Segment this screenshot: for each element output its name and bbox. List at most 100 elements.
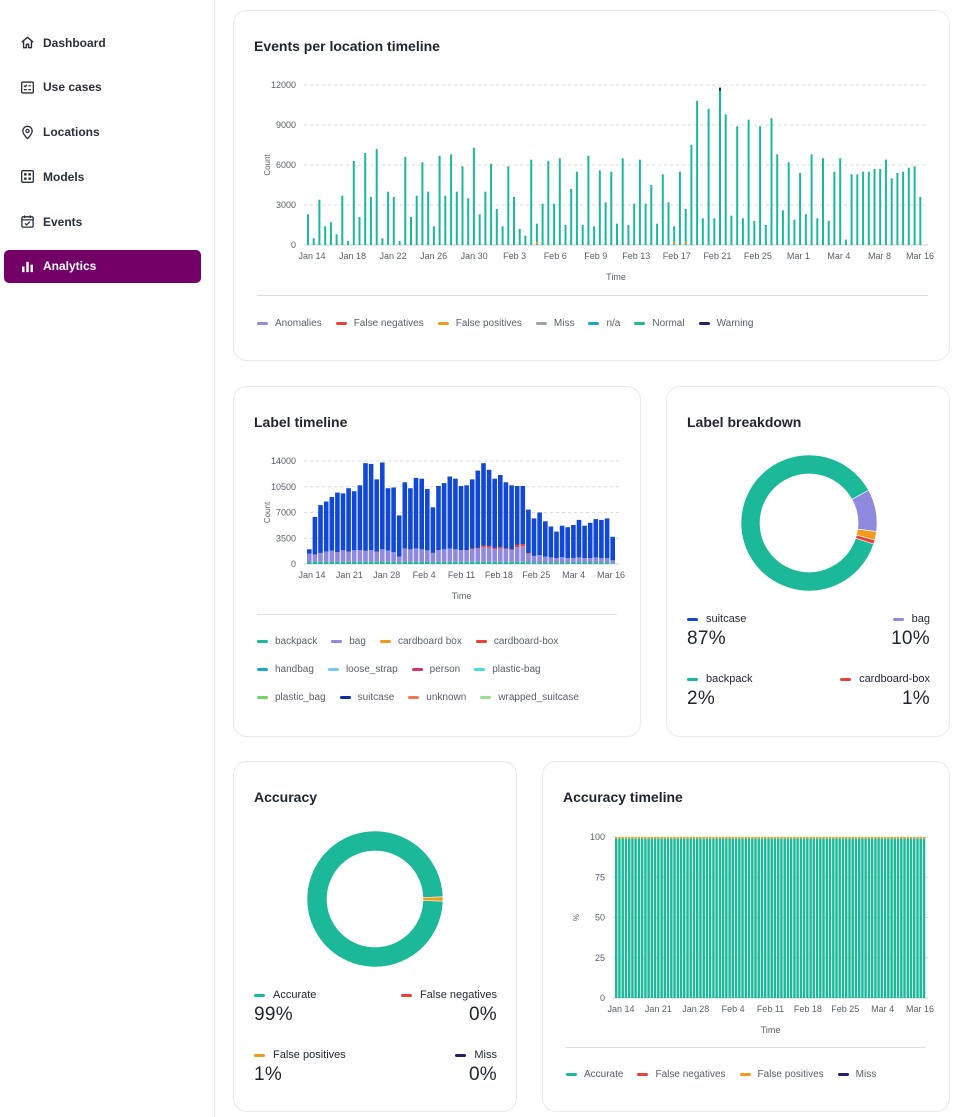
accuracy-bar	[832, 838, 835, 998]
accuracy-bar	[806, 838, 809, 998]
stat-false-negatives: False negatives 0%	[400, 989, 497, 1026]
label-bar-segment	[531, 555, 537, 563]
event-bar	[684, 209, 687, 245]
false-positive-bar	[634, 837, 637, 839]
legend-item-false-positives[interactable]: False positives	[437, 318, 522, 329]
legend-item-false-negatives[interactable]: False negatives	[335, 318, 424, 329]
legend-item-cardboard-box-dash[interactable]: cardboard-box	[475, 636, 558, 647]
event-bar	[495, 209, 498, 245]
legend-item-na[interactable]: n/a	[588, 318, 620, 329]
legend-item-plastic-bag[interactable]: plastic_bag	[257, 692, 326, 703]
stat-miss: Miss 0%	[455, 1049, 497, 1086]
x-axis-label: Time	[761, 1025, 781, 1035]
label-bar-segment	[335, 492, 340, 553]
sidebar-item-models[interactable]: Models	[4, 160, 201, 193]
label-bar-segment	[559, 562, 565, 564]
legend-item-suitcase[interactable]: suitcase	[339, 692, 394, 703]
accuracy-bar	[913, 838, 916, 998]
x-tick-label: Feb 6	[544, 251, 567, 261]
x-tick-label: Mar 8	[868, 251, 891, 261]
legend-item-accurate[interactable]: Accurate	[566, 1069, 623, 1080]
label-bar-segment	[413, 548, 419, 562]
sidebar-item-analytics[interactable]: Analytics	[4, 249, 201, 283]
legend-label: False positives	[757, 1069, 824, 1080]
event-bar	[799, 173, 802, 245]
label-bar-segment	[526, 553, 531, 563]
accuracy-bar	[653, 838, 657, 998]
accuracy-bar	[877, 838, 880, 998]
legend-item-wrapped-suitcase[interactable]: wrapped_suitcase	[480, 692, 579, 703]
legend-item-unknown[interactable]: unknown	[408, 692, 466, 703]
x-tick-label: Feb 11	[757, 1004, 784, 1014]
accuracy-bar	[773, 838, 777, 998]
legend-item-miss[interactable]: Miss	[535, 318, 574, 329]
label-bar-segment	[363, 561, 368, 564]
accuracy-bar	[760, 838, 764, 998]
label-bar-segment	[351, 550, 357, 562]
false-positive-bar	[809, 837, 812, 839]
legend-item-plastic-bag-dash[interactable]: plastic-bag	[474, 664, 541, 675]
legend-item-person[interactable]: person	[411, 664, 460, 675]
legend-item-bag[interactable]: bag	[331, 636, 366, 647]
y-tick-label: 0	[291, 559, 296, 569]
label-bar-segment	[425, 550, 430, 562]
stat-backpack: backpack 2%	[687, 673, 752, 710]
event-bar	[724, 114, 727, 245]
false-positive-bar	[825, 837, 829, 839]
false-positive-bar	[877, 837, 880, 839]
label-bar-segment	[599, 562, 604, 564]
grid-icon	[19, 169, 35, 185]
legend-item-false-positives[interactable]: False positives	[739, 1069, 824, 1080]
x-tick-label: Feb 3	[503, 251, 526, 261]
event-bar	[776, 154, 779, 245]
accuracy-bar	[848, 838, 851, 998]
legend-item-cardboard-box[interactable]: cardboard box	[379, 636, 462, 647]
legend-item-miss[interactable]: Miss	[837, 1069, 876, 1080]
label-bar-segment	[593, 562, 599, 564]
legend-item-normal[interactable]: Normal	[634, 318, 685, 329]
legend-item-warning[interactable]: Warning	[698, 318, 753, 329]
y-tick-label: 3500	[276, 533, 296, 543]
label-bar-segment	[340, 550, 346, 562]
legend-item-loose-strap[interactable]: loose_strap	[327, 664, 398, 675]
label-bar-segment	[537, 562, 542, 564]
label-bar-segment	[318, 553, 323, 562]
event-bar	[598, 170, 601, 245]
label-bar-segment	[526, 509, 531, 553]
sidebar-item-dashboard[interactable]: Dashboard	[4, 26, 201, 59]
sidebar-item-events[interactable]: Events	[4, 205, 201, 238]
event-bar	[770, 118, 773, 245]
label-bar-segment	[312, 554, 318, 562]
accuracy-bar	[919, 838, 922, 998]
card-title: Accuracy	[254, 789, 318, 805]
sidebar-item-use-cases[interactable]: Use cases	[4, 71, 201, 104]
legend-item-backpack[interactable]: backpack	[257, 636, 317, 647]
label-bar-segment	[610, 536, 615, 561]
label-bar-segment	[492, 478, 497, 548]
legend-item-handbag[interactable]: handbag	[257, 664, 314, 675]
false-positive-bar	[848, 837, 851, 839]
accuracy-donut	[306, 830, 444, 968]
event-bar	[730, 215, 733, 245]
event-bar	[352, 161, 355, 245]
accuracy-bar	[712, 838, 715, 998]
x-tick-label: Jan 28	[682, 1004, 709, 1014]
accuracy-bar	[887, 838, 890, 998]
sidebar-item-locations[interactable]: Locations	[4, 116, 201, 149]
accuracy-bar	[615, 838, 618, 998]
event-bar	[593, 226, 596, 245]
legend-item-false-negatives[interactable]: False negatives	[637, 1069, 726, 1080]
false-positive-bar	[618, 837, 621, 839]
false-positive-bar	[708, 837, 712, 839]
false-positive-bar	[741, 837, 744, 839]
event-bar	[764, 225, 767, 245]
legend-item-anomalies[interactable]: Anomalies	[257, 318, 322, 329]
event-bar	[375, 149, 378, 245]
false-positive-bar	[679, 837, 683, 839]
label-bar-segment	[492, 561, 497, 564]
false-positive-bar	[783, 837, 786, 839]
accuracy-bar	[699, 838, 702, 998]
label-bar-segment	[335, 552, 340, 562]
false-positive-bar	[712, 837, 715, 839]
event-bar	[392, 197, 395, 245]
